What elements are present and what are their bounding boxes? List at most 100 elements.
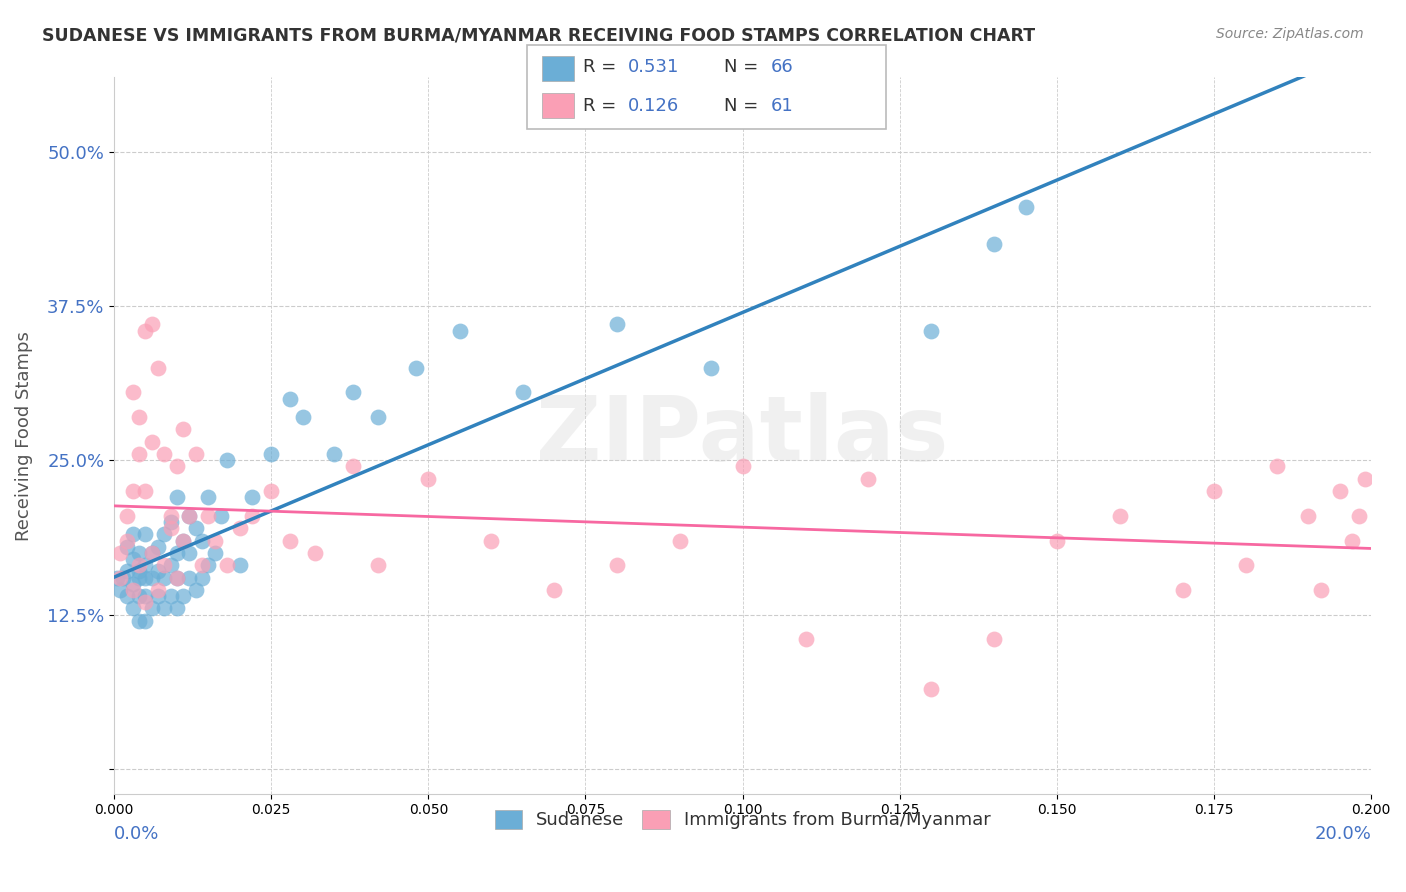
Point — [110, 546, 132, 560]
Point — [159, 508, 181, 523]
Point — [115, 589, 138, 603]
Point — [128, 571, 150, 585]
Point — [121, 582, 143, 597]
Text: R =: R = — [583, 96, 621, 114]
Point — [418, 472, 440, 486]
Point — [228, 521, 250, 535]
Point — [1171, 582, 1194, 597]
Point — [110, 571, 132, 585]
Point — [115, 508, 138, 523]
Point — [121, 576, 143, 591]
Point — [260, 447, 283, 461]
Text: 61: 61 — [770, 96, 794, 114]
Point — [204, 533, 226, 548]
Point — [449, 324, 471, 338]
Point — [134, 614, 156, 628]
Point — [240, 491, 263, 505]
Point — [191, 558, 214, 573]
Point — [146, 540, 169, 554]
Point — [1341, 533, 1364, 548]
Point — [606, 318, 628, 332]
Point — [153, 527, 176, 541]
Point — [115, 533, 138, 548]
Point — [166, 491, 188, 505]
Point — [543, 582, 565, 597]
Point — [1329, 484, 1351, 499]
Point — [153, 601, 176, 615]
Text: 0.0%: 0.0% — [114, 824, 159, 843]
Text: 66: 66 — [770, 59, 794, 77]
Point — [512, 385, 534, 400]
Point — [105, 571, 128, 585]
Text: 20.0%: 20.0% — [1315, 824, 1371, 843]
Point — [1046, 533, 1069, 548]
Point — [172, 422, 194, 436]
Point — [204, 546, 226, 560]
Text: ZIPatlas: ZIPatlas — [537, 392, 949, 480]
Point — [342, 385, 364, 400]
Point — [217, 453, 239, 467]
Text: Source: ZipAtlas.com: Source: ZipAtlas.com — [1216, 27, 1364, 41]
Point — [172, 533, 194, 548]
Text: N =: N = — [724, 96, 765, 114]
Point — [342, 459, 364, 474]
Text: SUDANESE VS IMMIGRANTS FROM BURMA/MYANMAR RECEIVING FOOD STAMPS CORRELATION CHAR: SUDANESE VS IMMIGRANTS FROM BURMA/MYANMA… — [42, 27, 1035, 45]
Point — [134, 595, 156, 609]
Point — [121, 552, 143, 566]
Point — [367, 558, 389, 573]
Point — [110, 582, 132, 597]
Text: 0.531: 0.531 — [627, 59, 679, 77]
Point — [159, 558, 181, 573]
Point — [121, 484, 143, 499]
Point — [184, 521, 207, 535]
Point — [405, 360, 427, 375]
Point — [121, 385, 143, 400]
Point — [367, 410, 389, 425]
Point — [146, 565, 169, 579]
Point — [146, 589, 169, 603]
Point — [128, 558, 150, 573]
Point — [191, 571, 214, 585]
Point — [141, 546, 163, 560]
Legend: Sudanese, Immigrants from Burma/Myanmar: Sudanese, Immigrants from Burma/Myanmar — [485, 801, 1000, 838]
Point — [794, 632, 817, 647]
Point — [141, 601, 163, 615]
Text: N =: N = — [724, 59, 765, 77]
Point — [668, 533, 690, 548]
Point — [179, 571, 201, 585]
Point — [134, 324, 156, 338]
Point — [197, 491, 219, 505]
Point — [128, 565, 150, 579]
Point — [920, 681, 942, 696]
Point — [141, 434, 163, 449]
Text: 0.126: 0.126 — [627, 96, 679, 114]
Point — [166, 571, 188, 585]
Point — [134, 527, 156, 541]
Point — [153, 558, 176, 573]
Point — [1310, 582, 1333, 597]
Point — [115, 565, 138, 579]
Point — [731, 459, 754, 474]
Point — [115, 540, 138, 554]
Point — [172, 589, 194, 603]
Point — [1347, 508, 1369, 523]
Point — [112, 571, 135, 585]
Y-axis label: Receiving Food Stamps: Receiving Food Stamps — [15, 331, 32, 541]
Point — [479, 533, 502, 548]
Point — [1014, 200, 1036, 214]
Point — [217, 558, 239, 573]
Point — [141, 546, 163, 560]
Point — [141, 318, 163, 332]
Point — [209, 508, 232, 523]
Point — [134, 589, 156, 603]
Point — [278, 392, 301, 406]
Point — [1234, 558, 1257, 573]
Point — [153, 571, 176, 585]
Point — [291, 410, 314, 425]
Point — [146, 360, 169, 375]
Point — [166, 546, 188, 560]
Point — [184, 447, 207, 461]
Point — [184, 582, 207, 597]
Point — [858, 472, 880, 486]
Point — [134, 558, 156, 573]
